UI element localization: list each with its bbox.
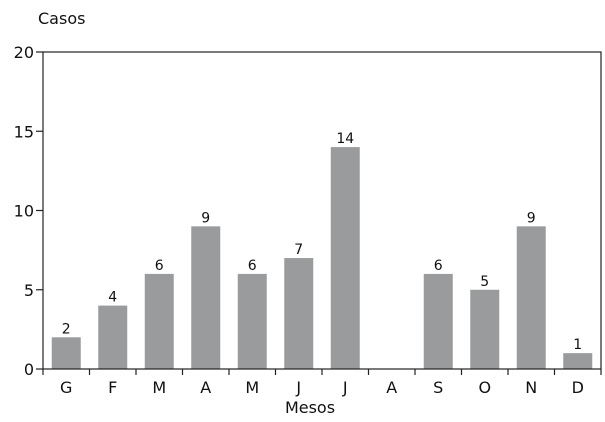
y-tick-label: 15 [14,122,34,141]
bar-value-label: 6 [434,258,443,274]
y-axis: 0 5 10 15 20 [14,43,43,379]
bar-value-label: 2 [62,321,71,337]
bar-value-label: 1 [573,337,582,353]
bar-value-label: 9 [527,210,536,226]
bar [330,147,360,369]
x-tick-label: J [342,378,348,397]
bar [51,337,81,369]
x-tick-label: F [108,378,117,397]
bar [284,258,314,369]
bar-value-label: 6 [248,258,257,274]
x-tick-label: S [433,378,443,397]
x-tick-label: M [245,378,259,397]
bar [470,289,500,369]
bars-group: 2 4 6 9 6 7 14 6 5 9 1 [51,131,593,369]
x-tick-label: A [200,378,211,397]
x-tick-label: A [386,378,397,397]
bar-value-label: 7 [294,242,303,258]
bar [423,273,453,369]
bar-value-label: 5 [480,274,489,290]
x-tick-label: N [525,378,537,397]
y-tick-label: 0 [24,360,34,379]
x-axis-title: Mesos [285,398,335,417]
y-tick-label: 5 [24,281,34,300]
bar [563,353,593,369]
y-axis-title: Casos [38,9,85,28]
bar [237,273,267,369]
bar-value-label: 14 [336,131,354,147]
bar [191,226,221,369]
x-tick-label: J [295,378,301,397]
bar-value-label: 9 [201,210,210,226]
plot-frame [42,51,602,370]
bar [516,226,546,369]
x-tick-label: G [60,378,72,397]
bar [98,305,128,369]
x-tick-label: M [152,378,166,397]
bar-value-label: 6 [155,258,164,274]
x-tick-label: O [478,378,491,397]
x-tick-label: D [572,378,584,397]
bar [144,273,174,369]
bar-value-label: 4 [108,290,117,306]
y-tick-label: 20 [14,43,34,62]
y-tick-label: 10 [14,202,34,221]
